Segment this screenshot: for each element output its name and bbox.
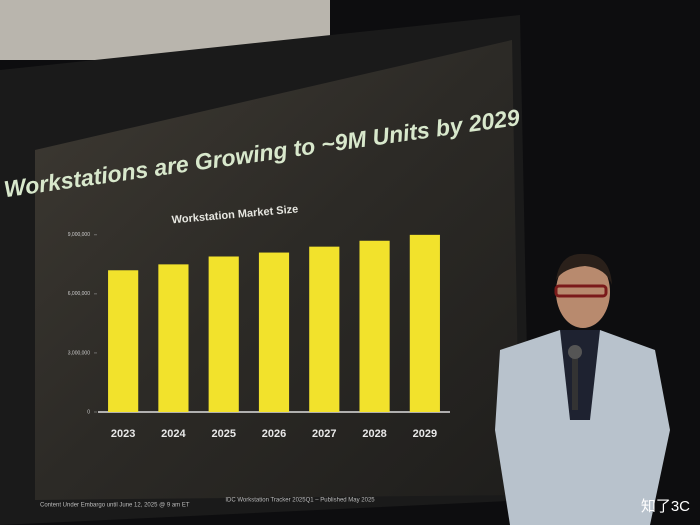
hair [556,253,612,285]
y-tick-label: 9,000,000 [68,232,90,238]
x-tick-label: 2025 [211,428,235,440]
bar [108,270,139,412]
bar [258,252,290,412]
glasses [554,284,608,298]
y-tick-label: 0 [87,409,90,415]
x-tick-label: 2023 [111,428,135,440]
y-tick-label: 6,000,000 [68,291,90,297]
head [556,256,610,328]
jacket [495,330,670,525]
presenter [495,253,670,525]
x-tick-label: 2027 [312,428,336,440]
x-tick-label: 2026 [262,428,286,440]
footer-left: Content Under Embargo until June 12, 202… [40,503,190,509]
x-tick-label: 2028 [362,428,386,440]
microphone [572,350,578,410]
y-tick-label: 3,000,000 [68,350,90,356]
bar [409,234,440,412]
x-tick-label: 2029 [413,428,437,440]
bar [208,256,239,412]
bar [309,246,340,412]
footer-center: IDC Workstation Tracker 2025Q1 – Publish… [225,498,375,504]
watermark: 知了3C [641,498,690,515]
bar [158,264,189,412]
microphone-head [568,345,582,359]
bar [359,240,390,412]
x-tick-label: 2024 [161,428,186,440]
